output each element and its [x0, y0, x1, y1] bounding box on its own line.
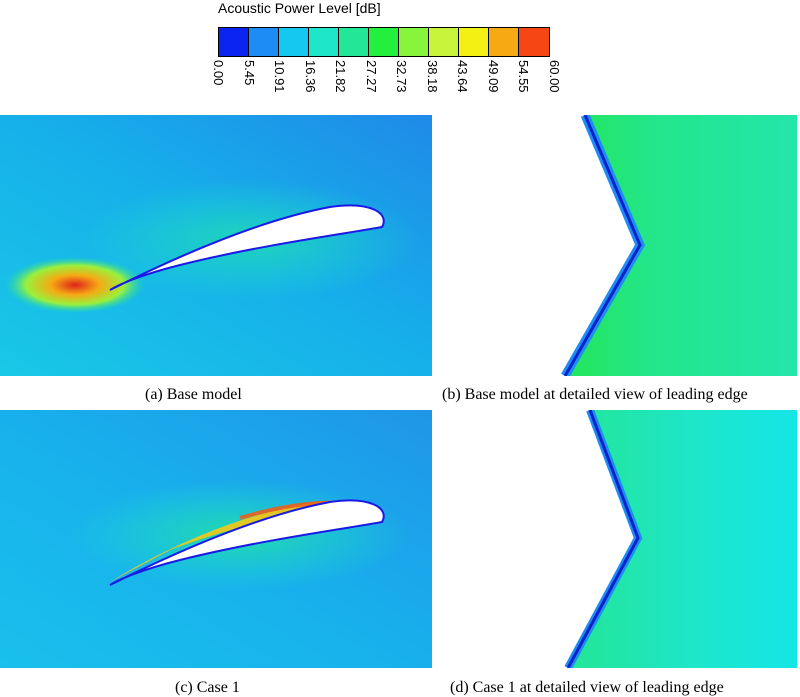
caption-a: (a) Base model: [145, 386, 242, 403]
colorbar-swatch-3: [309, 28, 339, 56]
colorbar-tick-label: 60.00: [546, 60, 562, 93]
panel-b-leading-edge: [440, 115, 797, 376]
legend-title: Acoustic Power Level [dB]: [218, 0, 381, 16]
colorbar-swatch-4: [339, 28, 369, 56]
colorbar-swatch-0: [219, 28, 249, 56]
colorbar-swatch-7: [429, 28, 459, 56]
caption-c: (c) Case 1: [175, 679, 240, 696]
colorbar-tick-label: 54.55: [516, 60, 531, 93]
colorbar-tick-label: 5.45: [241, 60, 257, 86]
colorbar-tick-label: 32.73: [394, 60, 409, 93]
colorbar-tick-label: 0.00: [211, 60, 226, 86]
colorbar-tick-label: 10.91: [272, 60, 287, 93]
colorbar-tick-label: 21.82: [333, 60, 348, 93]
colorbar-swatch-10: [519, 28, 549, 56]
panel-d-leading-edge: [440, 410, 797, 668]
colorbar-tick-label: 49.09: [485, 60, 501, 93]
colorbar-tick-label: 27.27: [363, 60, 379, 93]
panel-c-case-1: [0, 410, 432, 668]
panel-a-base-model: [0, 115, 432, 376]
colorbar: [218, 27, 550, 57]
colorbar-swatch-9: [489, 28, 519, 56]
colorbar-swatch-8: [459, 28, 489, 56]
colorbar-tick-label: 16.36: [302, 60, 318, 93]
caption-b: (b) Base model at detailed view of leadi…: [442, 386, 748, 403]
colorbar-tick-label: 38.18: [424, 60, 440, 93]
colorbar-tick-label: 43.64: [455, 60, 470, 93]
caption-d: (d) Case 1 at detailed view of leading e…: [450, 679, 724, 696]
colorbar-swatch-6: [399, 28, 429, 56]
colorbar-swatch-5: [369, 28, 399, 56]
colorbar-swatch-1: [249, 28, 279, 56]
colorbar-swatch-2: [279, 28, 309, 56]
